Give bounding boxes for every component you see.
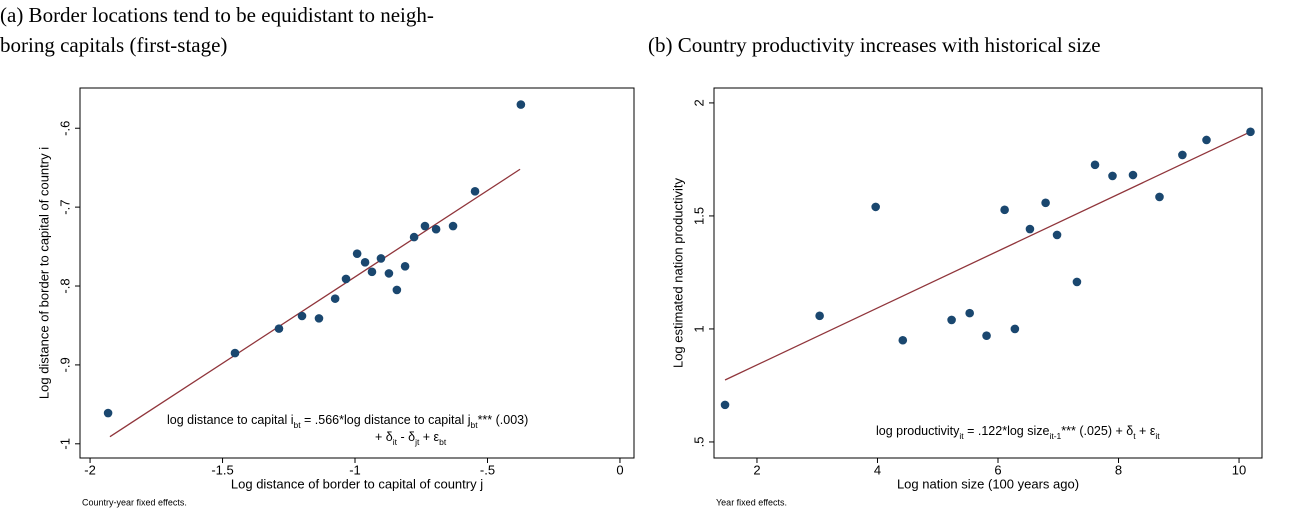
point — [1041, 198, 1050, 208]
annotation-text: *** (.025) + δ — [1061, 424, 1133, 438]
note: Year fixed effects. — [716, 497, 787, 507]
subscript: it — [393, 437, 398, 447]
point — [1000, 205, 1009, 215]
x-axis-label: Log distance of border to capital of cou… — [231, 476, 483, 491]
x-tick-label: 10 — [1232, 462, 1246, 477]
annotation-text: log productivity — [876, 424, 960, 438]
point — [376, 254, 386, 263]
y-tick-label: 2 — [691, 99, 706, 106]
y-tick-label: 1.5 — [691, 207, 706, 225]
point — [1108, 171, 1117, 181]
point — [871, 202, 880, 212]
point — [1155, 192, 1164, 202]
plot-frame — [713, 87, 1263, 459]
point — [1128, 170, 1138, 180]
panel: (a) Border locations tend to be equidist… — [0, 3, 635, 507]
annotation-text: *** (.003) — [478, 413, 529, 427]
annotation-text: + ε — [1136, 424, 1156, 438]
point — [409, 232, 419, 242]
x-tick-label: 8 — [1115, 462, 1122, 477]
annotation-text: + ε — [419, 430, 439, 444]
annotation: + δit - δjt + εbt — [375, 430, 447, 447]
caption: (b) Country productivity increases with … — [648, 33, 1101, 57]
point — [947, 315, 956, 325]
point — [898, 335, 908, 345]
point — [297, 311, 307, 321]
point — [367, 267, 377, 277]
point — [420, 221, 430, 231]
subscript: jt — [414, 437, 420, 447]
annotation: log distance to capital ibt = .566*log d… — [167, 413, 528, 430]
point — [1072, 277, 1082, 287]
point — [1178, 150, 1187, 160]
note: Country-year fixed effects. — [82, 497, 187, 507]
point — [103, 408, 113, 418]
point — [965, 308, 974, 318]
y-tick-label: -.8 — [57, 278, 72, 293]
point — [448, 221, 458, 231]
y-axis-label: Log estimated nation productivity — [670, 177, 685, 368]
point — [1025, 224, 1035, 234]
point — [982, 331, 991, 341]
plot-frame — [79, 87, 635, 459]
subscript: t — [1133, 431, 1136, 441]
y-tick-label: -.9 — [57, 357, 72, 372]
point — [341, 274, 351, 284]
point — [360, 258, 370, 267]
y-axis-label: Log distance of border to capital of cou… — [36, 147, 51, 399]
subscript: bt — [470, 420, 478, 430]
x-tick-label: -2 — [84, 462, 96, 477]
x-tick-label: 0 — [616, 462, 623, 477]
y-tick-label: .5 — [691, 437, 706, 448]
subscript: it — [1155, 431, 1160, 441]
panel: (b) Country productivity increases with … — [648, 33, 1263, 507]
subscript: it — [959, 431, 964, 441]
annotation-text: + δ — [375, 430, 393, 444]
point — [1202, 135, 1211, 145]
annotation: log productivityit = .122*log sizeit-1**… — [876, 424, 1160, 441]
annotation-text: log distance to capital i — [167, 413, 293, 427]
y-tick-label: -1 — [57, 438, 72, 450]
x-tick-label: -.5 — [480, 462, 495, 477]
x-tick-label: 4 — [874, 462, 881, 477]
point — [815, 311, 824, 321]
caption: boring capitals (first-stage) — [0, 33, 227, 57]
point — [431, 224, 441, 234]
subscript: bt — [439, 437, 447, 447]
caption: (a) Border locations tend to be equidist… — [0, 3, 434, 27]
x-tick-label: 6 — [994, 462, 1001, 477]
point — [314, 314, 324, 323]
point — [384, 269, 394, 278]
y-tick-label: 1 — [691, 325, 706, 332]
fit-line — [724, 130, 1253, 381]
point — [720, 400, 730, 410]
subscript: it-1 — [1049, 431, 1061, 441]
point — [274, 324, 284, 333]
point — [1246, 127, 1255, 137]
x-tick-label: -1.5 — [211, 462, 233, 477]
point — [470, 187, 480, 196]
x-axis-label: Log nation size (100 years ago) — [897, 476, 1079, 491]
fit-line — [109, 168, 521, 438]
y-tick-label: -.7 — [57, 200, 72, 215]
point — [330, 294, 340, 303]
point — [392, 285, 402, 295]
point — [1090, 160, 1100, 170]
annotation-text: = .566*log distance to capital j — [301, 413, 471, 427]
point — [230, 348, 240, 358]
point — [516, 100, 526, 109]
point — [352, 249, 362, 258]
y-tick-label: -.6 — [57, 121, 72, 136]
x-tick-label: -1 — [349, 462, 361, 477]
subscript: bt — [293, 420, 301, 430]
point — [400, 261, 410, 271]
point — [1052, 230, 1062, 240]
x-tick-label: 2 — [753, 462, 760, 477]
point — [1010, 324, 1020, 334]
annotation-text: = .122*log size — [964, 424, 1050, 438]
annotation-text: - δ — [397, 430, 415, 444]
